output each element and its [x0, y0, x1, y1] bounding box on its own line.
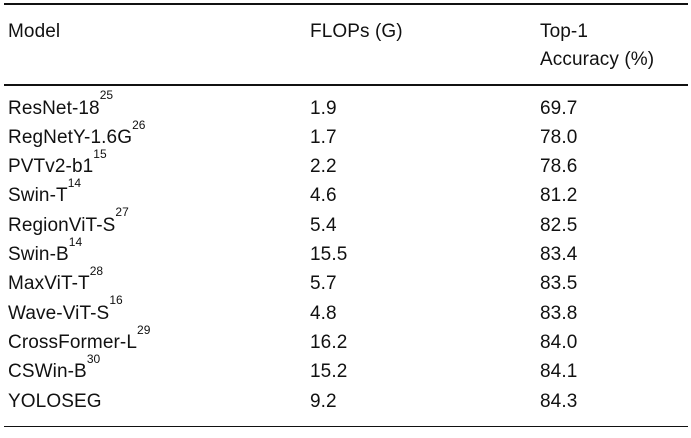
header-top1-accuracy: Top-1 Accuracy (%)	[536, 18, 688, 74]
table-row: CSWin-B30 15.2 84.1	[4, 353, 688, 386]
citation-superscript: 15	[93, 146, 107, 161]
top1-cell: 81.2	[540, 185, 578, 207]
model-name: RegionViT-S	[8, 214, 116, 236]
header-flops: FLOPs (G)	[310, 21, 403, 42]
citation-superscript: 25	[99, 88, 114, 103]
model-cell: RegionViT-S27	[4, 206, 306, 240]
table-top-rule	[4, 3, 688, 5]
model-cell: CSWin-B30	[4, 353, 306, 386]
flops-cell: 5.7	[310, 273, 337, 295]
model-cell: YOLOSEG	[4, 387, 306, 416]
flops-cell: 16.2	[310, 331, 348, 353]
model-cell: Swin-T14	[4, 177, 306, 210]
model-cell: MaxViT-T28	[4, 265, 306, 298]
flops-cell: 15.5	[310, 244, 348, 266]
model-cell: ResNet-1825	[4, 89, 306, 123]
table-header-rule	[4, 84, 688, 86]
model-name: ResNet-18	[8, 97, 100, 119]
citation-superscript: 30	[86, 351, 101, 366]
flops-cell: 2.2	[310, 156, 337, 178]
citation-superscript: 28	[89, 264, 104, 279]
flops-cell: 5.4	[310, 214, 337, 236]
top1-cell: 84.3	[540, 390, 578, 412]
model-cell: Wave-ViT-S16	[4, 294, 306, 328]
table-row: Swin-B14 15.5 83.4	[4, 236, 688, 269]
table-row: MaxViT-T28 5.7 83.5	[4, 265, 688, 298]
model-name: Wave-ViT-S	[8, 302, 110, 324]
model-name: PVTv2-b1	[8, 156, 94, 178]
model-name: MaxViT-T	[8, 273, 90, 295]
table-row: YOLOSEG 9.2 84.3	[4, 387, 688, 416]
table-row: CrossFormer-L29 16.2 84.0	[4, 324, 688, 357]
top1-cell: 83.8	[540, 302, 578, 324]
header-top1-line1: Top-1	[540, 21, 589, 42]
citation-superscript: 14	[67, 176, 82, 191]
table-bottom-rule	[4, 425, 688, 428]
header-top1-line2: Accuracy (%)	[540, 49, 655, 70]
header-model: Model	[8, 21, 61, 42]
citation-superscript: 27	[115, 205, 129, 220]
model-name: CrossFormer-L	[8, 331, 138, 353]
model-cell: CrossFormer-L29	[4, 324, 306, 357]
table-row: RegNetY-1.6G26 1.7 78.0	[4, 119, 688, 152]
model-name: YOLOSEG	[8, 390, 102, 412]
flops-cell: 1.7	[310, 126, 337, 148]
citation-superscript: 26	[132, 117, 146, 132]
table-row: RegionViT-S27 5.4 82.5	[4, 206, 688, 240]
table-row: ResNet-1825 1.9 69.7	[4, 89, 688, 123]
flops-cell: 1.9	[310, 97, 337, 119]
model-cell: RegNetY-1.6G26	[4, 119, 306, 152]
top1-cell: 82.5	[540, 214, 578, 236]
top1-cell: 78.6	[540, 156, 578, 178]
citation-superscript: 16	[109, 293, 123, 308]
citation-superscript: 29	[137, 322, 151, 337]
table-row: Wave-ViT-S16 4.8 83.8	[4, 294, 688, 328]
top1-cell: 84.0	[540, 331, 578, 353]
flops-cell: 9.2	[310, 390, 337, 412]
top1-cell: 83.4	[540, 244, 578, 266]
model-cell: Swin-B14	[4, 236, 306, 269]
flops-cell: 4.6	[310, 185, 337, 207]
results-table: Model FLOPs (G) Top-1 Accuracy (%) ResNe…	[4, 3, 688, 428]
model-name: Swin-T	[8, 185, 68, 207]
model-name: CSWin-B	[8, 361, 87, 383]
table-body: ResNet-1825 1.9 69.7 RegNetY-1.6G26 1.7 …	[4, 86, 688, 426]
top1-cell: 84.1	[540, 361, 578, 383]
flops-cell: 15.2	[310, 361, 348, 383]
top1-cell: 69.7	[540, 97, 578, 119]
top1-cell: 78.0	[540, 126, 578, 148]
table-row: Swin-T14 4.6 81.2	[4, 177, 688, 210]
top1-cell: 83.5	[540, 273, 578, 295]
citation-superscript: 14	[68, 234, 83, 249]
table-header-row: Model FLOPs (G) Top-1 Accuracy (%)	[4, 5, 688, 84]
model-name: Swin-B	[8, 244, 69, 266]
model-name: RegNetY-1.6G	[8, 126, 133, 148]
table-row: PVTv2-b115 2.2 78.6	[4, 148, 688, 181]
model-cell: PVTv2-b115	[4, 148, 306, 181]
flops-cell: 4.8	[310, 302, 337, 324]
